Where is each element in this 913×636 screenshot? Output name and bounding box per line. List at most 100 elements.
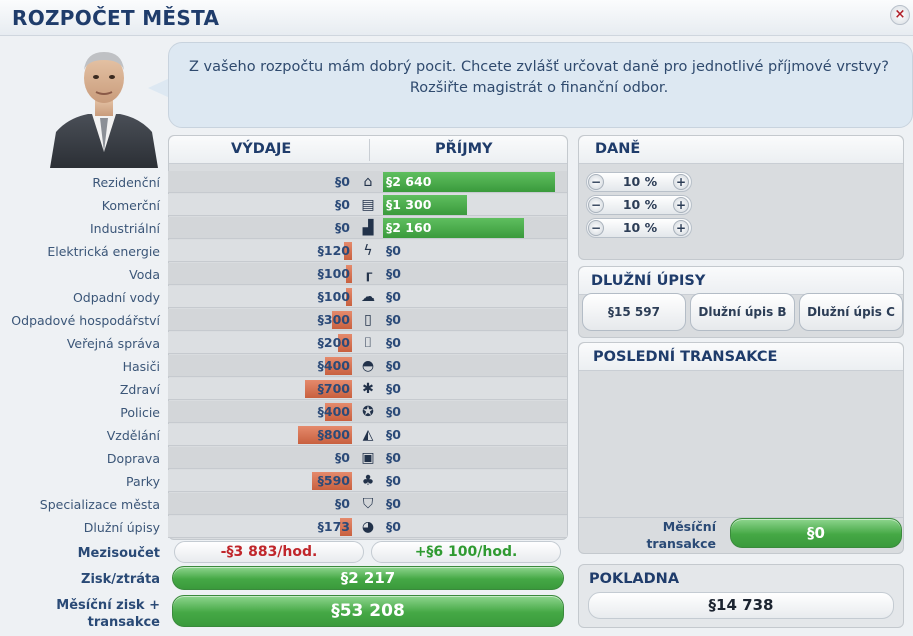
tax-rate-value: 10 %: [622, 220, 658, 235]
expense-bar: [325, 403, 352, 421]
expense-value: §200: [317, 335, 350, 350]
expense-bar: [346, 265, 352, 283]
tax-decrease-button[interactable]: −: [588, 197, 604, 213]
bonds-panel-header: DLUŽNÍ ÚPISY: [579, 267, 903, 295]
fire-helmet-icon: ◓: [361, 358, 375, 374]
faucet-icon: ┎: [363, 266, 373, 282]
budget-row-label: Industriální: [89, 221, 160, 236]
tax-rate-stepper: − 10 % +: [586, 218, 692, 238]
expense-bar: [340, 518, 352, 536]
income-value: §0: [386, 519, 401, 534]
income-value: §2 160: [386, 220, 432, 235]
bus-icon: ▣: [361, 450, 375, 466]
expense-bar: [338, 334, 352, 352]
close-icon: ×: [894, 7, 906, 22]
income-value: §0: [386, 289, 401, 304]
transactions-panel-header: POSLEDNÍ TRANSAKCE: [579, 343, 903, 371]
income-value: §0: [386, 496, 401, 511]
tax-rate-value: 10 %: [622, 197, 658, 212]
budget-row: [168, 493, 567, 515]
income-bar: [383, 195, 467, 215]
budget-row: [168, 309, 567, 331]
budget-row-label: Odpadové hospodářství: [11, 313, 160, 328]
tax-decrease-button[interactable]: −: [588, 174, 604, 190]
subtotal-expense: -§3 883/hod.: [174, 541, 364, 563]
advisor-message: Z vašeho rozpočtu mám dobrý pocit. Chcet…: [189, 59, 889, 96]
sewage-icon: ☁: [361, 289, 375, 305]
expense-value: §0: [335, 450, 350, 465]
income-value: §0: [386, 335, 401, 350]
income-bar: [383, 172, 555, 192]
expense-value: §590: [317, 473, 350, 488]
budget-row-label: Hasiči: [122, 359, 160, 374]
budget-row-label: Parky: [126, 474, 160, 489]
factory-icon: ▟: [362, 220, 374, 236]
budget-row-label: Odpadní vody: [72, 290, 160, 305]
budget-row-label: Rezidenční: [92, 175, 160, 190]
budget-row-label: Vzdělání: [106, 428, 160, 443]
tree-icon: ♣: [361, 473, 375, 489]
budget-row: [168, 470, 567, 492]
expense-bar: [332, 311, 352, 329]
income-value: §0: [386, 450, 401, 465]
budget-row: [168, 240, 567, 262]
income-value: §0: [386, 427, 401, 442]
close-button[interactable]: ×: [890, 5, 910, 25]
expense-value: §173: [317, 519, 350, 534]
subtotal-income: +§6 100/hod.: [371, 541, 561, 563]
budget-row-label: Specializace města: [39, 497, 160, 512]
tax-rate-value: 10 %: [622, 174, 658, 189]
expense-bar: [312, 472, 352, 490]
expense-value: §400: [317, 358, 350, 373]
profit-label: Zisk/ztráta: [81, 572, 160, 587]
income-value: §0: [386, 381, 401, 396]
expense-bar: [325, 357, 352, 375]
advisor-portrait-icon: [50, 52, 158, 168]
expense-value: §700: [317, 381, 350, 396]
budget-panel-header: VÝDAJE PŘÍJMY: [169, 136, 567, 164]
income-value: §0: [386, 358, 401, 373]
tax-increase-button[interactable]: +: [673, 220, 689, 236]
budget-row: [168, 194, 567, 216]
bond-c-button[interactable]: Dlužní úpis C: [799, 293, 903, 331]
expense-value: §400: [317, 404, 350, 419]
city-hall-icon: ⌷: [363, 335, 373, 351]
shield-icon: ⛉: [362, 496, 374, 512]
taxes-panel-header: DANĚ: [579, 136, 903, 164]
tax-decrease-button[interactable]: −: [588, 220, 604, 236]
tax-increase-button[interactable]: +: [673, 174, 689, 190]
profit-value: §2 217: [172, 566, 564, 590]
house-icon: ⌂: [363, 174, 373, 190]
advisor-speech-bubble: Z vašeho rozpočtu mám dobrý pocit. Chcet…: [168, 42, 913, 128]
expense-value: §0: [335, 496, 350, 511]
budget-row-label: Zdraví: [119, 382, 160, 397]
bond-b-button[interactable]: Dlužní úpis B: [690, 293, 795, 331]
expenses-header: VÝDAJE: [231, 141, 292, 157]
window-title: ROZPOČET MĚSTA: [12, 6, 220, 30]
treasury-header: POKLADNA: [589, 571, 680, 587]
expense-value: §0: [335, 197, 350, 212]
expense-value: §0: [335, 220, 350, 235]
expense-bar: [344, 242, 352, 260]
tax-increase-button[interactable]: +: [673, 197, 689, 213]
income-value: §0: [386, 243, 401, 258]
tax-rate-stepper: − 10 % +: [586, 195, 692, 215]
budget-row-label: Policie: [120, 405, 160, 420]
budget-row: [168, 516, 567, 538]
income-bar: [383, 218, 524, 238]
subtotal-label: Mezisoučet: [77, 546, 160, 561]
monthly-transactions-label: Měsíční transakce: [646, 519, 716, 551]
budget-row: [168, 401, 567, 423]
budget-row-label: Voda: [129, 267, 160, 282]
health-icon: ✱: [362, 381, 374, 397]
tax-rate-stepper: − 10 % +: [586, 172, 692, 192]
bond-a-button[interactable]: §15 597: [582, 293, 686, 331]
income-value: §2 640: [386, 174, 432, 189]
bonds-header: DLUŽNÍ ÚPISY: [591, 273, 706, 289]
income-value: §0: [386, 266, 401, 281]
speech-bubble-tail: [148, 78, 170, 98]
budget-row-label: Veřejná správa: [66, 336, 160, 351]
expense-bar: [298, 426, 352, 444]
expense-value: §300: [317, 312, 350, 327]
taxes-header: DANĚ: [595, 141, 641, 157]
